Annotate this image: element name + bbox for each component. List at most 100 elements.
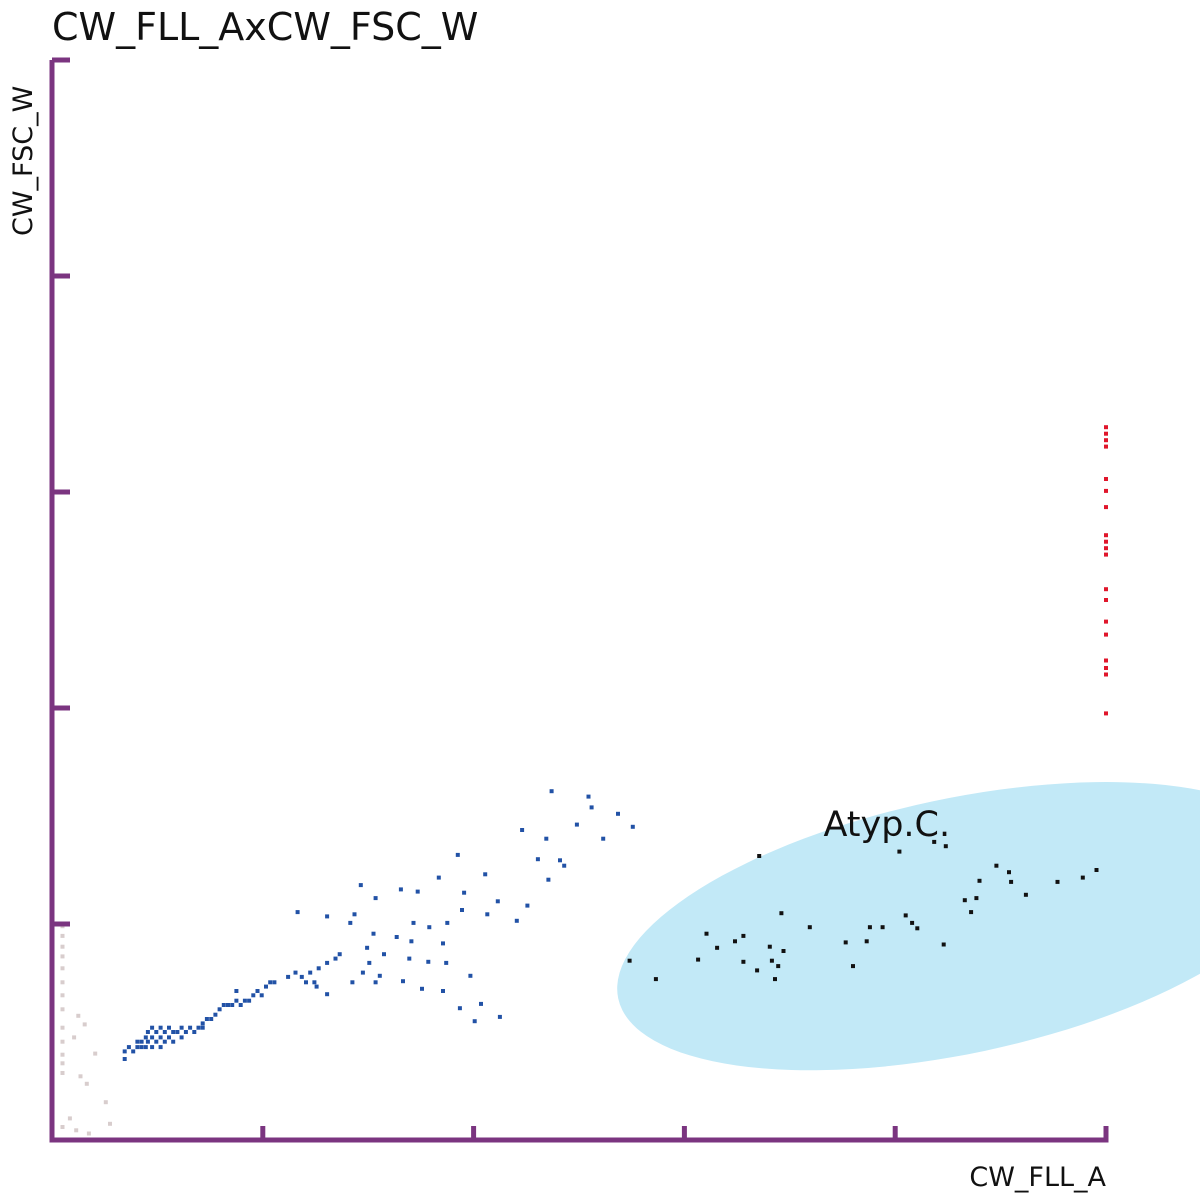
data-point xyxy=(60,980,65,985)
data-point xyxy=(348,920,353,925)
data-point xyxy=(1080,875,1085,880)
data-point xyxy=(82,1022,87,1027)
data-point xyxy=(179,1035,184,1040)
data-points xyxy=(60,425,1108,1136)
data-point xyxy=(217,1007,222,1012)
data-point xyxy=(60,1007,65,1012)
data-point xyxy=(601,836,606,841)
data-point xyxy=(1104,546,1108,551)
data-point xyxy=(333,956,338,961)
data-point xyxy=(497,1014,502,1019)
data-point xyxy=(653,977,658,982)
data-point xyxy=(162,1039,167,1044)
data-point xyxy=(60,1025,65,1030)
data-point xyxy=(1104,619,1108,624)
data-point xyxy=(398,887,403,892)
data-point xyxy=(367,960,372,965)
data-point xyxy=(426,959,431,964)
data-point xyxy=(209,1017,214,1021)
data-point xyxy=(108,1121,112,1126)
data-point xyxy=(1104,666,1108,670)
data-point xyxy=(460,908,464,912)
data-point xyxy=(1104,598,1108,602)
data-point xyxy=(126,1045,131,1050)
data-point xyxy=(312,980,317,985)
data-point xyxy=(67,1116,72,1121)
data-point xyxy=(188,1025,193,1030)
data-point xyxy=(704,931,709,936)
data-point xyxy=(1023,892,1028,897)
data-point xyxy=(122,1049,127,1054)
data-point xyxy=(60,954,65,959)
data-point xyxy=(773,977,777,982)
data-point xyxy=(468,973,473,978)
data-point xyxy=(167,1025,171,1030)
data-point xyxy=(358,883,363,888)
data-point xyxy=(436,875,441,880)
data-point xyxy=(994,863,999,868)
data-point xyxy=(1104,587,1108,592)
data-point xyxy=(420,986,424,991)
data-point xyxy=(259,993,264,998)
data-point xyxy=(179,1025,184,1030)
data-point xyxy=(175,1030,180,1034)
data-point xyxy=(72,1035,77,1040)
data-point xyxy=(1104,444,1108,449)
data-point xyxy=(962,898,967,903)
data-point xyxy=(932,839,937,844)
data-point xyxy=(807,925,812,930)
data-point xyxy=(741,933,746,938)
data-point xyxy=(589,805,594,810)
data-point xyxy=(755,968,760,973)
data-point xyxy=(514,918,519,923)
data-point xyxy=(485,912,490,917)
data-point xyxy=(350,980,355,985)
data-point xyxy=(200,1021,205,1026)
data-point xyxy=(769,958,774,963)
data-point xyxy=(411,920,416,925)
data-point xyxy=(60,933,65,938)
data-point xyxy=(145,1039,150,1044)
data-point xyxy=(574,822,579,827)
data-point xyxy=(903,913,908,918)
atyp-c-gate[interactable] xyxy=(592,729,1200,1123)
data-point xyxy=(371,931,376,936)
data-point xyxy=(308,970,313,975)
data-point xyxy=(864,939,869,944)
data-point xyxy=(1104,632,1108,637)
data-point xyxy=(154,1039,159,1044)
data-point xyxy=(627,958,632,963)
data-point xyxy=(60,1061,65,1066)
data-point xyxy=(158,1025,163,1030)
data-point xyxy=(325,914,330,919)
data-point xyxy=(167,1035,171,1040)
data-point xyxy=(757,854,762,858)
data-point xyxy=(535,857,540,862)
data-point xyxy=(851,964,855,969)
data-point xyxy=(910,920,915,925)
data-point xyxy=(135,1045,140,1050)
data-point xyxy=(495,899,500,904)
chart-title: CW_FLL_AxCW_FSC_W xyxy=(52,5,478,49)
data-point xyxy=(286,974,291,979)
data-point xyxy=(60,1039,65,1044)
data-point xyxy=(226,1003,230,1007)
data-point xyxy=(221,1003,226,1007)
data-point xyxy=(915,926,920,931)
data-point xyxy=(74,1128,79,1133)
data-point xyxy=(251,993,256,998)
data-point xyxy=(455,852,460,857)
data-point xyxy=(150,1035,155,1040)
data-point xyxy=(977,878,982,883)
data-point xyxy=(373,980,378,985)
data-point xyxy=(150,1045,155,1050)
data-point xyxy=(715,945,720,950)
data-point xyxy=(616,811,620,816)
data-point xyxy=(131,1049,136,1054)
data-point xyxy=(1104,533,1108,538)
data-point xyxy=(1104,552,1108,557)
data-point xyxy=(843,940,848,945)
gate-label: Atyp.C. xyxy=(823,805,950,845)
data-point xyxy=(457,1006,462,1011)
data-point xyxy=(1104,505,1108,510)
